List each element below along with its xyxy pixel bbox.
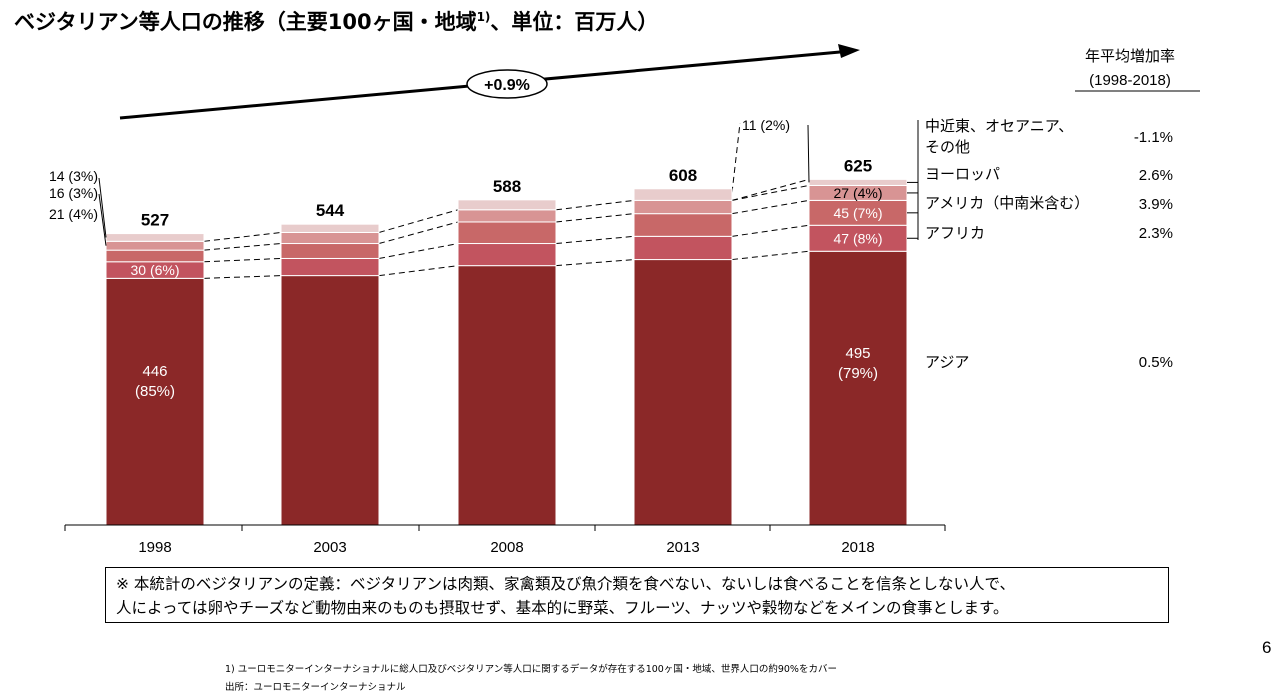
growth-value: 3.9% xyxy=(1139,196,1173,213)
bar-segment xyxy=(280,257,380,277)
connector-line xyxy=(203,231,282,242)
bar-total-label: 544 xyxy=(316,201,345,220)
bar-segment xyxy=(633,188,733,201)
definition-line-2: 人によっては卵やチーズなど動物由来のものも摂取せず、基本的に野菜、フルーツ、ナッ… xyxy=(116,599,1009,617)
bar-segment xyxy=(457,265,557,526)
chart-title-main: ベジタリアン等人口の推移（主要100ヶ国・地域 xyxy=(14,10,477,34)
data-label: (79%) xyxy=(838,365,878,382)
data-label: 495 xyxy=(845,345,870,362)
label-leader-line xyxy=(807,124,810,183)
connector-line xyxy=(378,265,459,277)
bar-segment xyxy=(457,221,557,245)
growth-header: (1998-2018) xyxy=(1089,72,1171,89)
connector-line xyxy=(378,221,459,245)
legend-label: その他 xyxy=(925,139,970,156)
definition-line-1: ※ 本統計のベジタリアンの定義：ベジタリアンは肉類、家禽類及び魚介類を食べない、… xyxy=(116,575,1015,593)
x-tick-label: 2008 xyxy=(490,539,523,556)
page-number: 6 xyxy=(1262,638,1272,657)
footnote-coverage: 1) ユーロモニターインターナショナルに総人口及びベジタリアン等人口に関するデー… xyxy=(225,664,837,675)
growth-badge-label: +0.9% xyxy=(484,77,530,94)
growth-value: 0.5% xyxy=(1139,354,1173,371)
chart-title-rest: 、単位：百万人） xyxy=(490,10,659,34)
connector-line xyxy=(731,184,810,201)
bar-segment xyxy=(457,199,557,211)
connector-line xyxy=(731,178,810,201)
growth-header: 年平均増加率 xyxy=(1085,48,1175,65)
definition-box: ※ 本統計のベジタリアンの定義：ベジタリアンは肉類、家禽類及び魚介類を食べない、… xyxy=(105,567,1169,623)
legend-label: アジア xyxy=(925,354,969,371)
bar-segment xyxy=(633,199,733,215)
growth-badge xyxy=(466,69,548,99)
legend-label: アフリカ xyxy=(925,225,985,242)
growth-value: -1.1% xyxy=(1134,129,1173,146)
bar-segment xyxy=(105,249,205,263)
connector-line xyxy=(731,199,810,215)
bar-segment xyxy=(633,235,733,261)
chart-title: ベジタリアン等人口の推移（主要100ヶ国・地域1)、単位：百万人） xyxy=(14,6,658,36)
legend-label: アメリカ（中南米含む） xyxy=(925,195,1089,212)
connector-line xyxy=(731,250,810,261)
growth-arrow-head xyxy=(838,44,860,58)
legend-label: 中近東、オセアニア、 xyxy=(925,118,1073,135)
connector-line xyxy=(555,213,635,223)
chart-title-footnote-mark: 1) xyxy=(476,10,491,24)
bar-segment xyxy=(633,259,733,526)
x-tick-label: 2013 xyxy=(666,539,699,556)
data-label: 16 (3%) xyxy=(49,185,98,201)
bar-segment xyxy=(457,209,557,223)
bar-total-label: 625 xyxy=(844,156,872,175)
connector-line xyxy=(378,243,459,259)
label-leader-line xyxy=(98,193,107,246)
connector-line xyxy=(731,122,741,193)
stacked-bar-chart: +0.9% 527 1998 544 2003 588 2008 608 2013 625 2018… xyxy=(49,44,1200,556)
x-tick-label: 2018 xyxy=(841,539,874,556)
data-label: 11 (2%) xyxy=(742,117,790,133)
bar-segment xyxy=(105,240,205,251)
label-leader-line xyxy=(98,177,107,238)
connector-line xyxy=(555,235,635,245)
growth-value: 2.3% xyxy=(1139,225,1173,242)
footnote-source: 出所：ユーロモニターインターナショナル xyxy=(225,682,406,693)
bar-total-label: 527 xyxy=(141,211,169,230)
growth-value: 2.6% xyxy=(1139,167,1173,184)
bar-segment xyxy=(457,243,557,267)
bar-total-label: 608 xyxy=(669,166,697,185)
bar-segment xyxy=(808,250,908,526)
data-label: 30 (6%) xyxy=(130,262,179,278)
data-label: 45 (7%) xyxy=(833,205,882,221)
legend-label: ヨーロッパ xyxy=(925,166,1000,183)
bar-segment xyxy=(280,231,380,245)
connector-line xyxy=(203,257,282,263)
connector-line xyxy=(555,199,635,211)
x-tick-label: 1998 xyxy=(138,539,171,556)
data-label: 47 (8%) xyxy=(833,230,882,246)
bar-segment xyxy=(105,233,205,242)
bar-segment xyxy=(105,277,205,526)
data-label: 27 (4%) xyxy=(833,185,882,201)
bar-segment xyxy=(633,213,733,237)
data-label: 446 xyxy=(142,363,167,380)
connector-line xyxy=(555,259,635,267)
bar-segment xyxy=(280,243,380,259)
data-label: 21 (4%) xyxy=(49,206,98,222)
data-label: 14 (3%) xyxy=(49,168,98,184)
connector-line xyxy=(731,224,810,237)
connector-line xyxy=(378,209,459,233)
bar-total-label: 588 xyxy=(493,177,521,196)
x-tick-label: 2003 xyxy=(313,539,346,556)
bar-segment xyxy=(280,275,380,526)
data-label: (85%) xyxy=(135,383,175,400)
bar-segment xyxy=(280,223,380,233)
connector-line xyxy=(203,243,282,251)
connector-line xyxy=(203,275,282,279)
